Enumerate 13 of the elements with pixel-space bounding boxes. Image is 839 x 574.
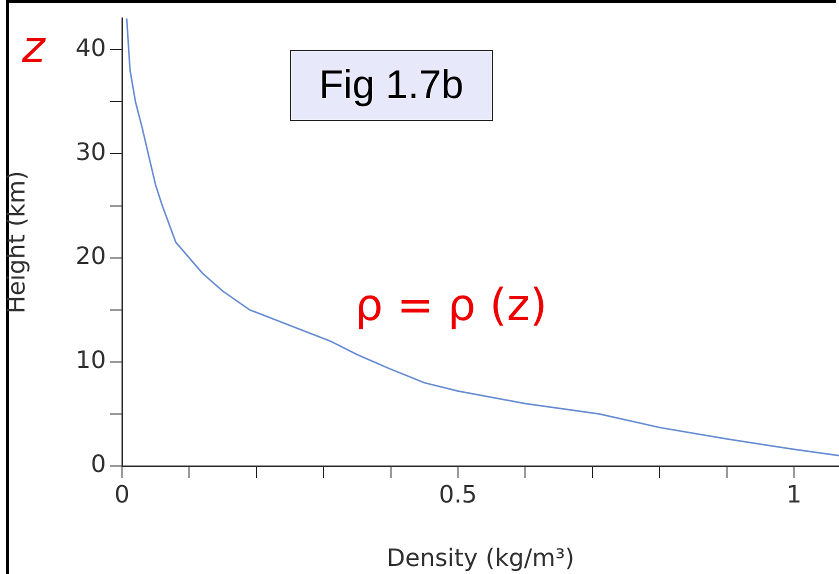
x-tick-label: 0.5 — [438, 480, 478, 509]
x-axis-title: Density (kg/m³) — [386, 544, 574, 572]
y-tick-label: 40 — [75, 34, 106, 62]
y-tick-label: 0 — [90, 450, 106, 478]
y-tick-label: 20 — [75, 242, 106, 270]
y-tick-label: 30 — [75, 138, 106, 166]
text: z — [22, 22, 46, 73]
annotation: Fig 1.7b — [290, 50, 493, 121]
annotation: ρ = ρ (z) — [355, 280, 548, 331]
y-axis-title: Height (km) — [2, 170, 31, 314]
x-tick-label: 0 — [114, 480, 130, 509]
x-tick-label: 1 — [786, 480, 802, 509]
y-tick-label: 10 — [75, 346, 106, 374]
